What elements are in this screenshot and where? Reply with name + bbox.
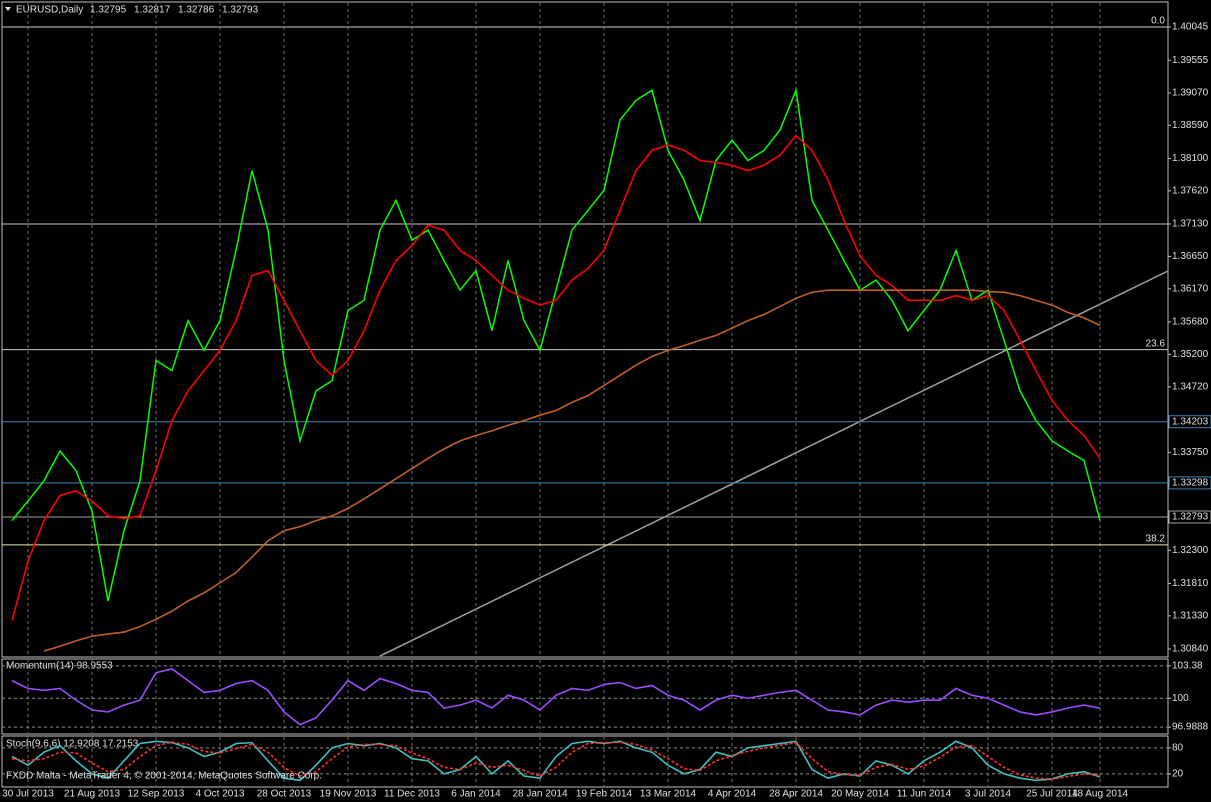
level-label: 23.6 bbox=[1146, 338, 1166, 349]
level-box bbox=[1168, 476, 1211, 490]
price-panel bbox=[1, 1, 1169, 658]
y-tick-label: 20 bbox=[1172, 768, 1184, 779]
stoch-panel bbox=[1, 735, 1169, 788]
series-line bbox=[43, 289, 1101, 652]
x-tick-label: 19 Feb 2014 bbox=[576, 789, 633, 800]
low-value: 1.32786 bbox=[178, 5, 215, 16]
series-line bbox=[11, 87, 1101, 602]
y-tick-label: 1.30840 bbox=[1172, 644, 1209, 655]
y-tick-label: 1.34720 bbox=[1172, 381, 1209, 392]
x-tick-label: 20 May 2014 bbox=[831, 789, 889, 800]
x-tick-label: 30 Jul 2013 bbox=[2, 789, 54, 800]
level-box bbox=[1168, 415, 1211, 429]
y-tick-label: 100 bbox=[1172, 693, 1189, 704]
momentum-title: Momentum(14) 98.9553 bbox=[6, 661, 113, 672]
y-tick-label: 80 bbox=[1172, 742, 1184, 753]
y-tick-label: 1.38100 bbox=[1172, 153, 1209, 164]
close-value: 1.32793 bbox=[222, 5, 259, 16]
y-tick-label: 1.32300 bbox=[1172, 545, 1209, 556]
y-tick-label: 96.9888 bbox=[1172, 722, 1209, 733]
open-value: 1.32795 bbox=[90, 5, 127, 16]
high-value: 1.32817 bbox=[134, 5, 171, 16]
momentum-panel bbox=[1, 658, 1169, 735]
y-tick-label: 1.39555 bbox=[1172, 55, 1209, 66]
level-value: 1.34203 bbox=[1172, 416, 1209, 427]
level-value: 1.33298 bbox=[1172, 478, 1209, 489]
trend-line bbox=[379, 270, 1169, 657]
y-tick-label: 1.35680 bbox=[1172, 317, 1209, 328]
y-tick-label: 1.31810 bbox=[1172, 578, 1209, 589]
y-tick-label: 1.37620 bbox=[1172, 186, 1209, 197]
x-tick-label: 28 Jan 2014 bbox=[512, 789, 567, 800]
x-tick-label: 13 Mar 2014 bbox=[640, 789, 697, 800]
x-tick-label: 4 Oct 2013 bbox=[196, 789, 245, 800]
x-tick-label: 28 Apr 2014 bbox=[769, 789, 823, 800]
menu-arrow[interactable] bbox=[5, 7, 11, 11]
x-tick-label: 21 Aug 2013 bbox=[64, 789, 121, 800]
x-tick-label: 11 Dec 2013 bbox=[384, 789, 440, 800]
y-tick-label: 103.38 bbox=[1172, 660, 1203, 671]
x-tick-label: 18 Aug 2014 bbox=[1072, 789, 1129, 800]
y-tick-label: 1.37130 bbox=[1172, 219, 1209, 230]
series-line bbox=[11, 667, 1101, 726]
level-value: 1.32793 bbox=[1172, 512, 1209, 523]
symbol-title: EURUSD,Daily bbox=[16, 5, 83, 16]
y-tick-label: 1.31330 bbox=[1172, 610, 1209, 621]
x-tick-label: 12 Sep 2013 bbox=[128, 789, 185, 800]
x-tick-label: 6 Jan 2014 bbox=[451, 789, 501, 800]
x-tick-label: 4 Apr 2014 bbox=[708, 789, 757, 800]
x-tick-label: 25 Jul 2014 bbox=[1026, 789, 1078, 800]
x-tick-label: 11 Jun 2014 bbox=[897, 789, 952, 800]
stoch-title: Stoch(9,6,6) 12.9208 17.2153 bbox=[6, 739, 139, 750]
y-tick-label: 1.40045 bbox=[1172, 22, 1209, 33]
series-line bbox=[11, 741, 1101, 780]
y-tick-label: 1.39070 bbox=[1172, 88, 1209, 99]
x-tick-label: 3 Jul 2014 bbox=[965, 789, 1012, 800]
series-line bbox=[11, 740, 1101, 782]
x-tick-label: 28 Oct 2013 bbox=[257, 789, 312, 800]
footer: FXDD Malta - MetaTrader 4, © 2001-2014, … bbox=[6, 771, 322, 782]
y-tick-label: 1.33750 bbox=[1172, 447, 1209, 458]
level-label: 38.2 bbox=[1146, 534, 1166, 545]
y-tick-label: 1.35200 bbox=[1172, 349, 1209, 360]
series-line bbox=[11, 134, 1101, 621]
level-box bbox=[1168, 510, 1211, 524]
y-tick-label: 1.36170 bbox=[1172, 283, 1209, 294]
x-tick-label: 19 Nov 2013 bbox=[320, 789, 377, 800]
y-tick-label: 1.36650 bbox=[1172, 251, 1209, 262]
level-label: 0.0 bbox=[1151, 16, 1165, 27]
y-tick-label: 1.38590 bbox=[1172, 120, 1209, 131]
